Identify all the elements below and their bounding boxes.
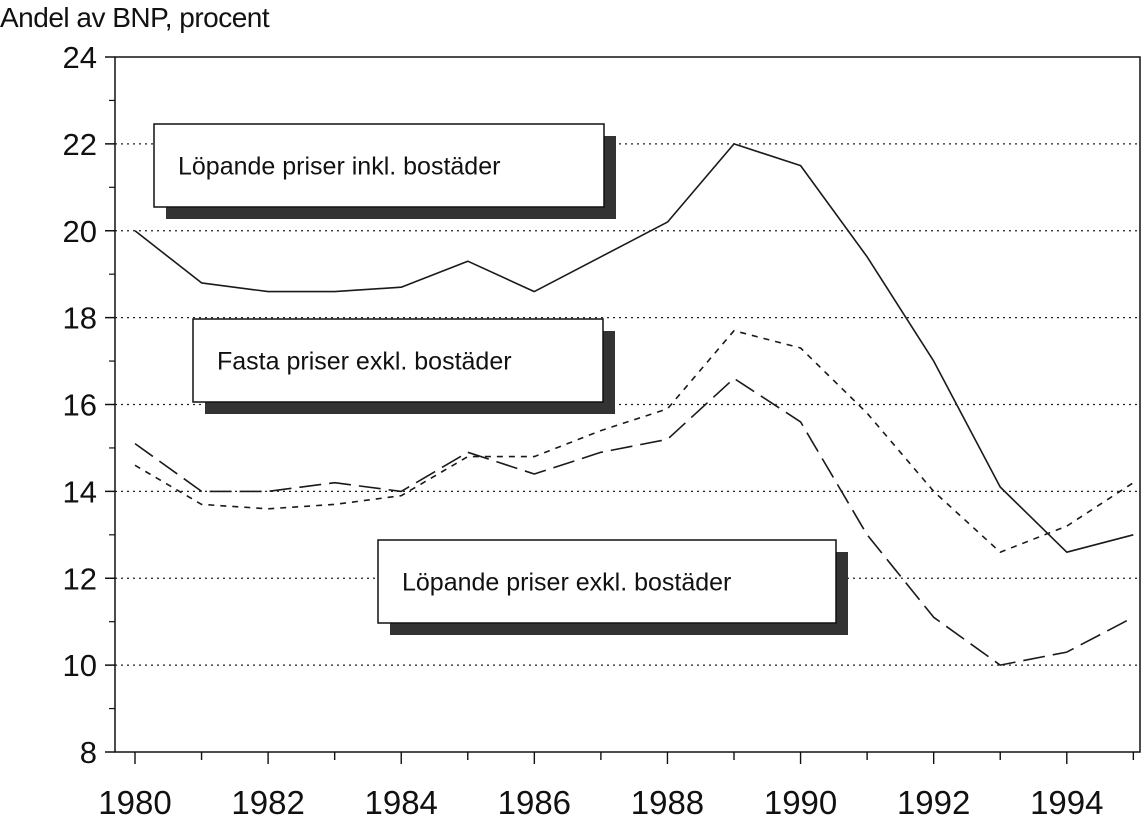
label-box — [153, 123, 605, 208]
x-tick-label: 1988 — [631, 784, 704, 821]
x-tick-label: 1984 — [365, 784, 438, 821]
label-text: Löpande priser inkl. bostäder — [178, 153, 500, 181]
series-lines — [134, 143, 1134, 666]
series-line-2 — [134, 329, 1134, 554]
x-tick-label: 1992 — [897, 784, 970, 821]
y-tick-label: 8 — [80, 735, 97, 770]
x-tick-label: 1980 — [98, 784, 171, 821]
y-tick-label: 22 — [63, 127, 97, 162]
y-tick-label: 16 — [63, 388, 97, 423]
x-tick-label: 1986 — [498, 784, 571, 821]
series-label-3: Löpande priser exkl. bostäder — [377, 539, 848, 635]
x-tick-label: 1994 — [1030, 784, 1103, 821]
y-tick-label: 10 — [63, 648, 97, 683]
axes: 8 10 12 14 16 18 20 22 24 1980 1982 1984 1986 1988 199… — [63, 40, 1141, 821]
y-axis-title: Andel av BNP, procent — [0, 2, 270, 33]
y-tick-label: 12 — [63, 561, 97, 596]
x-tick-label: 1990 — [764, 784, 837, 821]
series-line-1 — [134, 143, 1134, 554]
label-text: Fasta priser exkl. bostäder — [217, 348, 512, 376]
series-label-1: Löpande priser inkl. bostäder — [153, 123, 616, 219]
legend-labels: Löpande priser inkl. bostäder Fasta prise… — [153, 123, 848, 635]
series-label-2: Fasta priser exkl. bostäder — [192, 318, 615, 414]
label-box — [192, 318, 604, 403]
y-tick-label: 14 — [63, 474, 97, 509]
y-tick-label: 18 — [63, 301, 97, 336]
y-tick-label: 24 — [63, 40, 97, 75]
series-line-3 — [134, 377, 1134, 666]
y-tick-label: 20 — [63, 214, 97, 249]
label-box — [377, 539, 837, 624]
label-text: Löpande priser exkl. bostäder — [402, 569, 731, 597]
x-tick-label: 1982 — [231, 784, 304, 821]
